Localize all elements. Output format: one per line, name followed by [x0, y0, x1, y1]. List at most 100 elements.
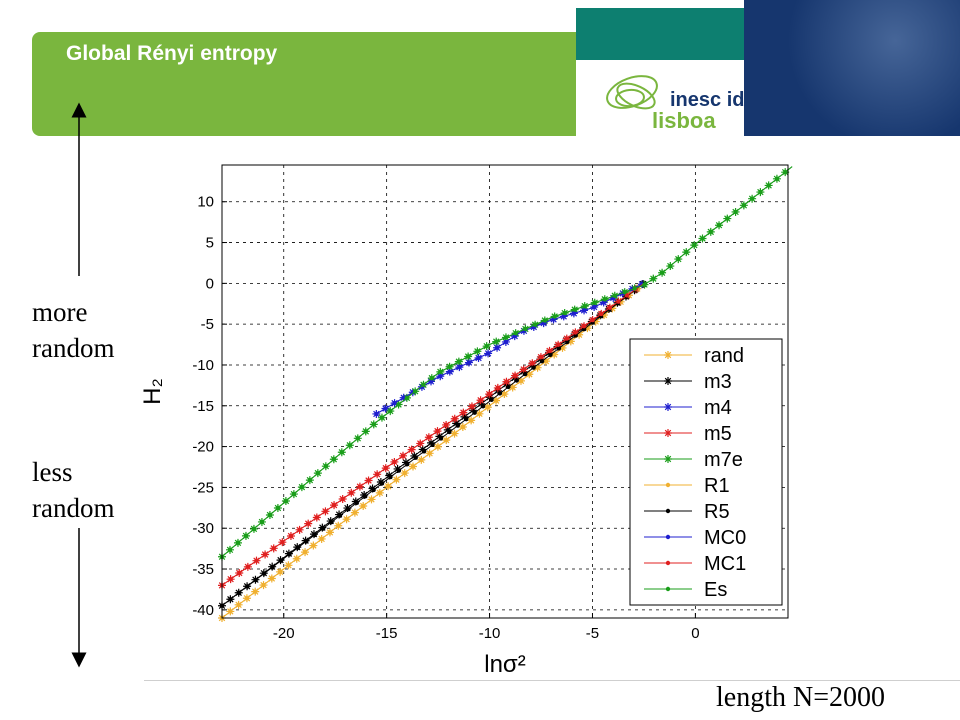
- data-point: [478, 398, 483, 403]
- data-point: [602, 297, 607, 302]
- data-point: [565, 339, 570, 345]
- footer-note: length N=2000: [716, 682, 885, 713]
- data-point: [684, 249, 689, 255]
- data-point: [347, 443, 352, 448]
- data-point: [510, 385, 515, 390]
- data-point: [447, 369, 453, 374]
- data-point: [404, 395, 410, 401]
- data-point: [494, 339, 499, 344]
- data-point: [261, 582, 266, 588]
- data-point: [236, 590, 242, 596]
- data-point: [354, 500, 359, 505]
- legend-label: MC0: [704, 527, 746, 549]
- data-point: [665, 482, 671, 488]
- data-point: [622, 289, 627, 295]
- data-point: [337, 513, 343, 518]
- data-point: [616, 299, 621, 304]
- data-point: [485, 405, 490, 410]
- y-tick-label: -15: [192, 398, 214, 415]
- data-point: [716, 223, 722, 228]
- data-point: [464, 416, 469, 422]
- data-point: [468, 418, 474, 423]
- data-point: [428, 379, 434, 384]
- data-point: [444, 437, 449, 443]
- data-point: [466, 360, 472, 365]
- data-point: [497, 391, 503, 396]
- data-point: [485, 351, 491, 356]
- data-point: [741, 203, 747, 208]
- data-point: [531, 365, 536, 370]
- data-point: [477, 411, 482, 417]
- data-point: [355, 436, 360, 441]
- data-point: [302, 549, 308, 555]
- footer-divider: [144, 680, 960, 681]
- data-point: [286, 563, 291, 568]
- y-axis-label: H₂: [139, 378, 166, 405]
- data-point: [228, 597, 233, 602]
- series-line: [221, 282, 645, 586]
- less-text: less: [32, 457, 73, 487]
- chart-legend: rand m3 m4 m5 m7e R1 R5 MC0 MC1 Es: [629, 338, 783, 606]
- data-point: [455, 423, 461, 428]
- data-point: [253, 577, 258, 583]
- data-point: [305, 521, 311, 526]
- data-point: [331, 502, 337, 508]
- data-point: [489, 397, 494, 403]
- legend-item-mc0: MC0: [644, 527, 746, 549]
- data-point: [379, 415, 385, 420]
- data-point: [456, 359, 462, 364]
- data-point: [532, 322, 538, 327]
- series-mc1: [219, 282, 645, 588]
- data-point: [503, 335, 509, 340]
- data-point: [262, 552, 268, 557]
- data-point: [295, 545, 301, 551]
- x-tick-label: -10: [479, 625, 501, 642]
- data-point: [457, 364, 462, 370]
- series-r1: [219, 282, 645, 621]
- data-point: [315, 470, 321, 476]
- data-point: [235, 540, 241, 546]
- series-line: [221, 282, 645, 619]
- data-point: [518, 378, 524, 384]
- data-point: [271, 546, 276, 551]
- series-es: [219, 166, 793, 559]
- data-point: [413, 455, 418, 460]
- data-point: [363, 429, 368, 434]
- data-point: [291, 491, 297, 497]
- data-point: [774, 176, 780, 182]
- data-point: [460, 412, 469, 421]
- data-point: [664, 351, 672, 359]
- data-point: [245, 584, 250, 589]
- data-point: [409, 447, 414, 452]
- data-point: [385, 484, 391, 489]
- data-point: [624, 293, 630, 298]
- data-point: [405, 461, 410, 467]
- data-point: [427, 451, 432, 456]
- data-point: [487, 391, 492, 397]
- data-point: [581, 324, 587, 329]
- data-point: [523, 326, 528, 332]
- data-point: [504, 379, 509, 384]
- data-point: [447, 429, 452, 435]
- data-point: [555, 342, 561, 347]
- data-point: [668, 263, 673, 269]
- data-point: [591, 304, 597, 310]
- data-point: [725, 216, 730, 221]
- data-point: [664, 377, 672, 385]
- legend-label: Es: [704, 579, 727, 601]
- data-point: [371, 422, 376, 427]
- data-point: [429, 375, 434, 381]
- data-point: [400, 453, 406, 458]
- x-tick-label: -20: [273, 625, 295, 642]
- data-point: [319, 536, 324, 542]
- data-point: [480, 404, 486, 409]
- data-point: [352, 510, 358, 515]
- legend-item-mc1: MC1: [644, 553, 746, 575]
- data-point: [269, 576, 275, 581]
- data-point: [664, 455, 672, 463]
- data-point: [427, 438, 436, 447]
- data-point: [261, 571, 267, 576]
- data-point: [692, 242, 697, 248]
- data-point: [447, 364, 452, 369]
